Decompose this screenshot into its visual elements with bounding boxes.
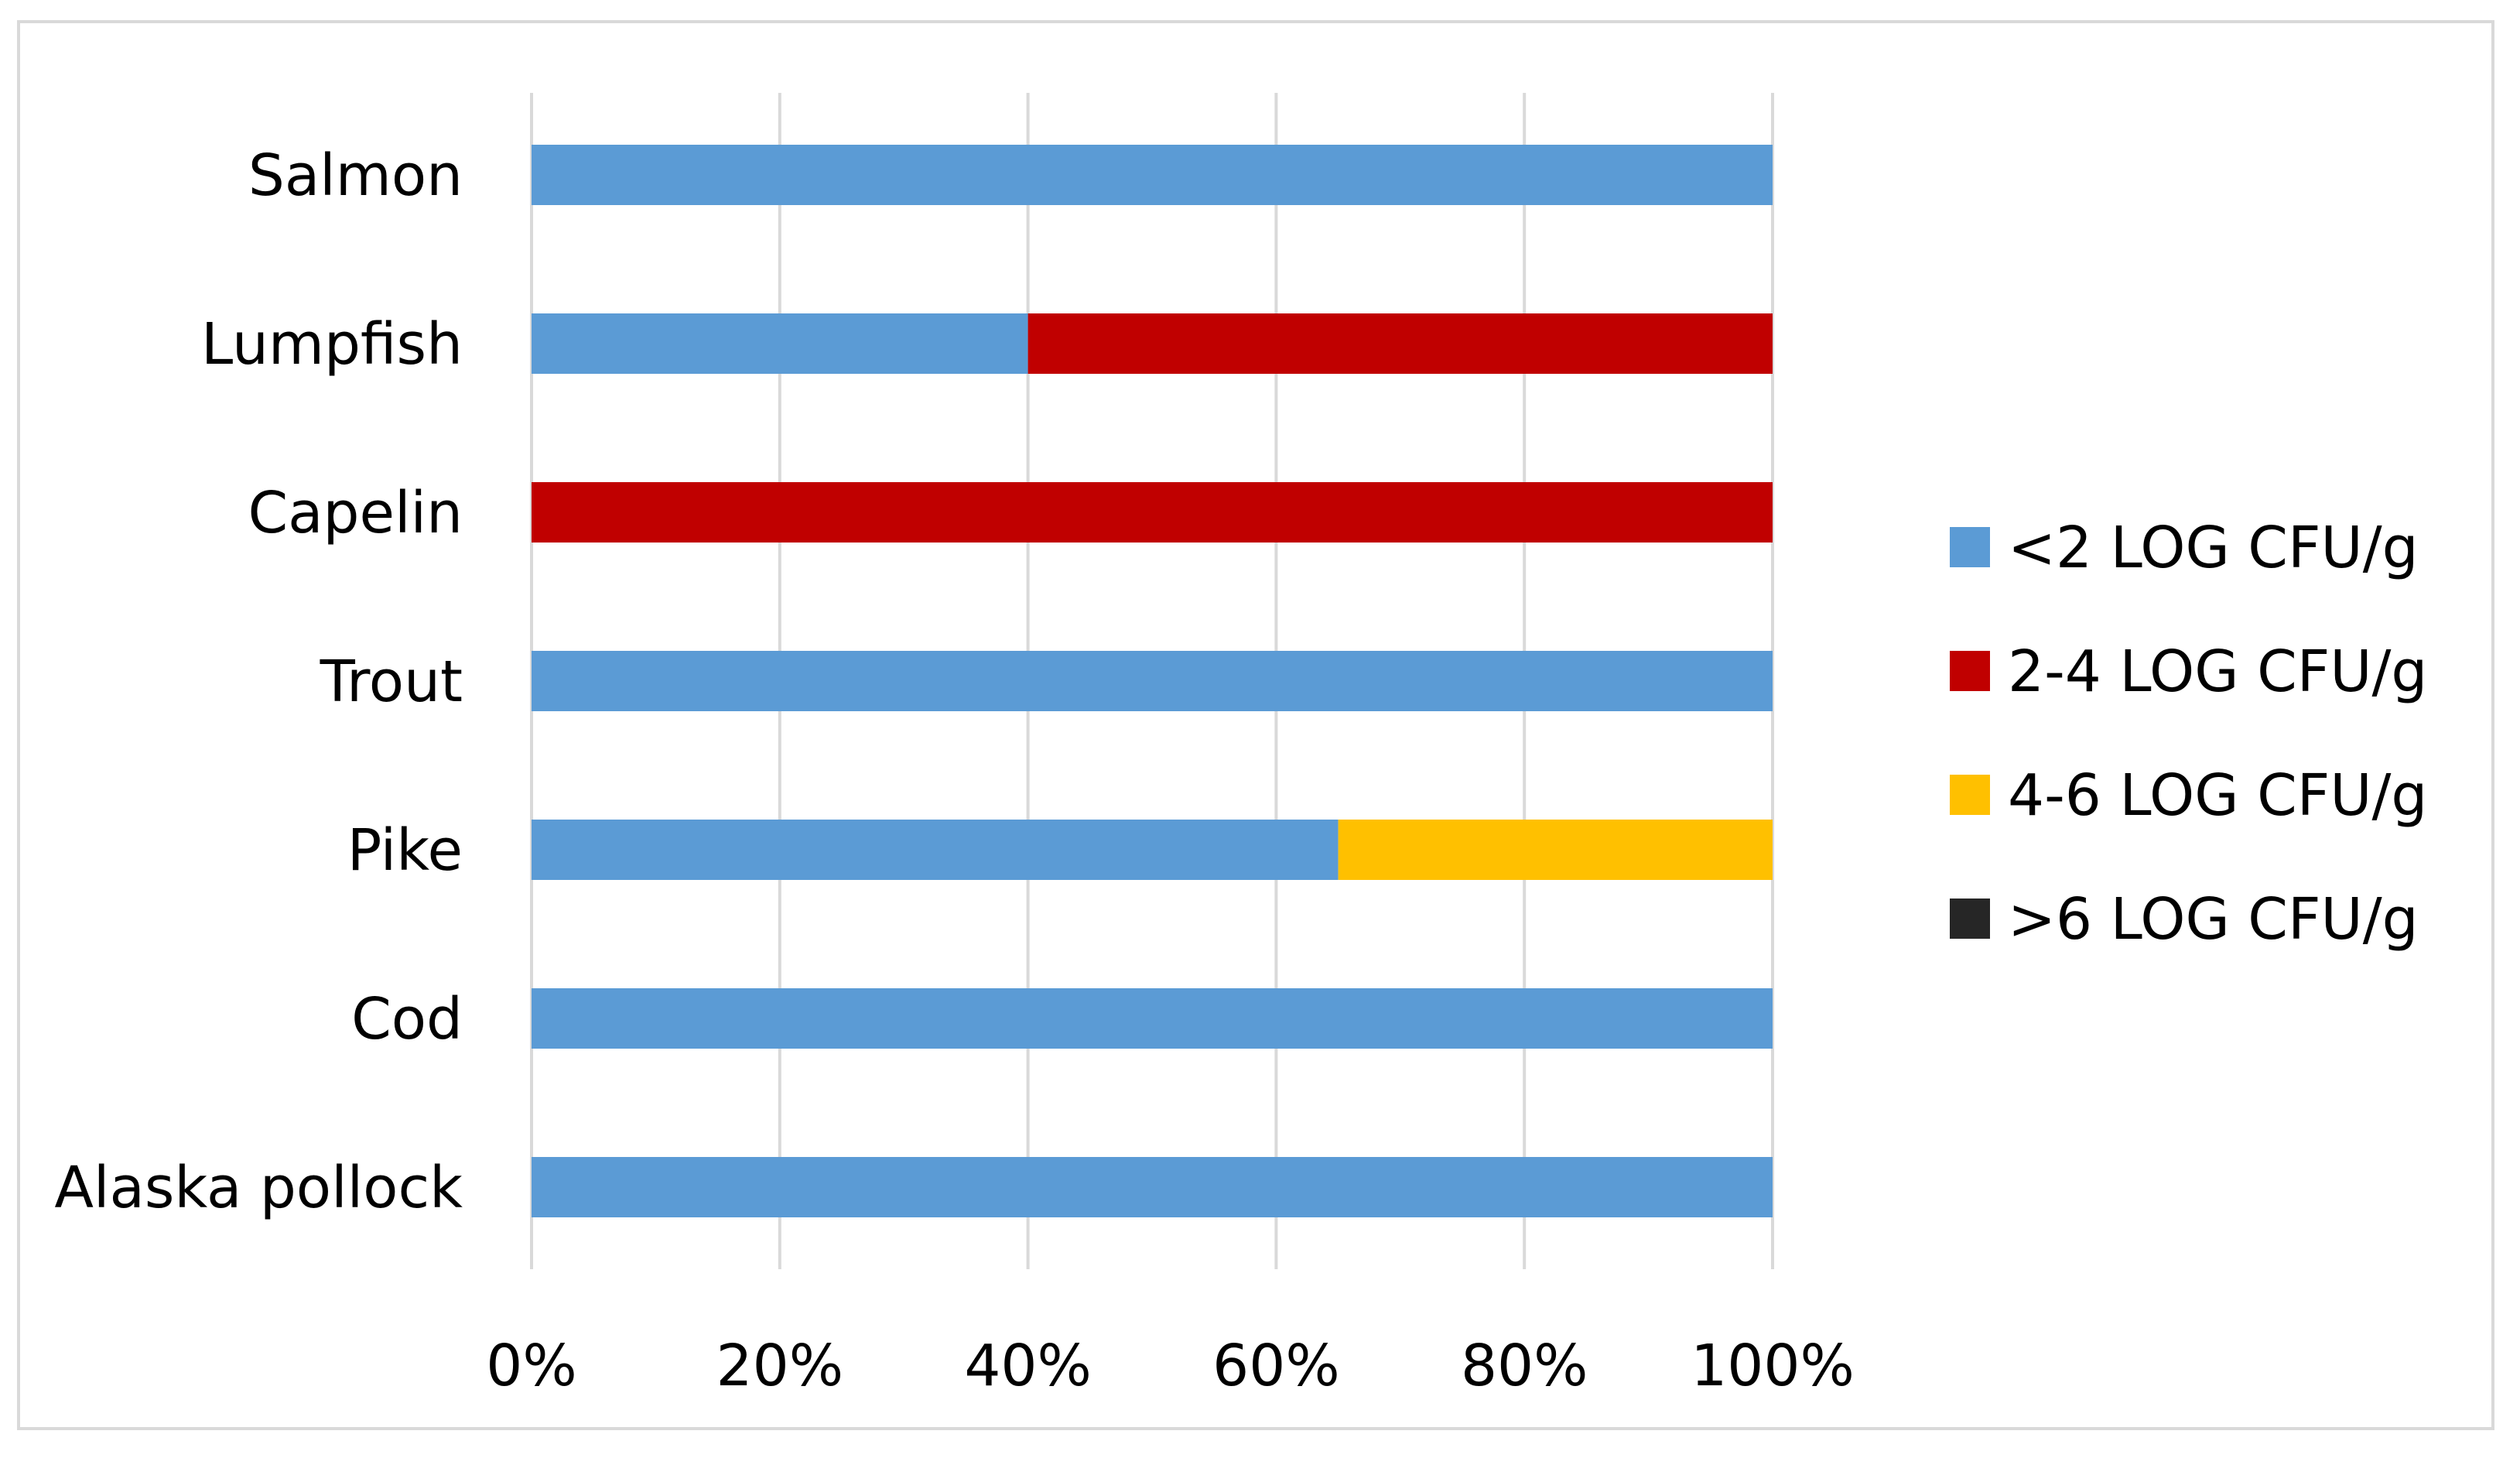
bar-segment: [532, 820, 1339, 880]
bar-segment: [532, 651, 1773, 711]
x-tick-label: 20%: [716, 1333, 843, 1399]
legend-label: 4-6 LOG CFU/g: [2008, 762, 2427, 829]
bar-segment: [532, 145, 1773, 205]
category-label: Cod: [351, 986, 463, 1053]
bar-segment: [1027, 313, 1773, 374]
legend-label: >6 LOG CFU/g: [2008, 886, 2419, 953]
bar-segment: [532, 313, 1028, 374]
category-label: Capelin: [248, 480, 463, 546]
category-labels: Salmon Lumpfish Capelin Trout Pike Cod Alaska …: [54, 142, 463, 1221]
category-label: Pike: [347, 817, 463, 884]
category-label: Salmon: [248, 142, 463, 209]
x-tick-label: 80%: [1461, 1333, 1588, 1399]
legend-label: <2 LOG CFU/g: [2008, 515, 2419, 581]
legend: <2 LOG CFU/g 2-4 LOG CFU/g 4-6 LOG CFU/g >6…: [1950, 515, 2427, 953]
x-axis-tick-labels: 0% 20% 40% 60% 80% 100%: [486, 1333, 1854, 1399]
bar-segment: [532, 482, 1773, 543]
x-tick-label: 100%: [1691, 1333, 1855, 1399]
bar-segment: [1338, 820, 1773, 880]
x-tick-label: 60%: [1212, 1333, 1339, 1399]
category-label: Trout: [320, 649, 463, 715]
legend-swatch: [1950, 899, 1990, 939]
legend-label: 2-4 LOG CFU/g: [2008, 638, 2427, 705]
legend-swatch: [1950, 527, 1990, 567]
legend-swatch: [1950, 775, 1990, 815]
bars: [532, 145, 1773, 1217]
bar-segment: [532, 988, 1773, 1049]
legend-swatch: [1950, 651, 1990, 691]
category-label: Alaska pollock: [54, 1155, 463, 1221]
bar-segment: [532, 1157, 1773, 1217]
x-tick-label: 0%: [486, 1333, 576, 1399]
x-tick-label: 40%: [964, 1333, 1091, 1399]
category-label: Lumpfish: [201, 311, 463, 378]
